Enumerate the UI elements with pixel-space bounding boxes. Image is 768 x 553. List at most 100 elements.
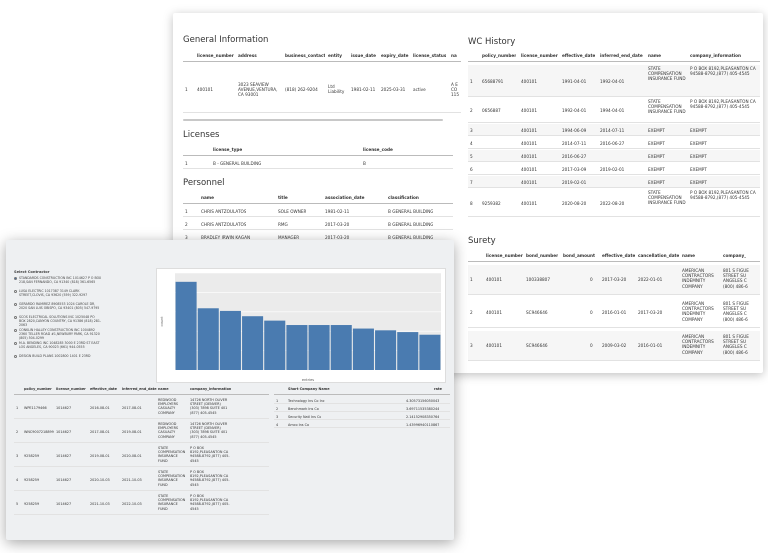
row-index: 4 bbox=[276, 422, 279, 427]
bar[interactable] bbox=[197, 308, 219, 370]
radio-button[interactable] bbox=[14, 276, 17, 280]
column-header[interactable]: bond_number bbox=[526, 253, 559, 258]
column-header[interactable]: effective_date bbox=[90, 387, 117, 391]
cell: EXEMPT bbox=[690, 179, 707, 185]
cell: 0 bbox=[590, 343, 593, 348]
bar[interactable] bbox=[375, 330, 397, 370]
radio-button[interactable] bbox=[14, 302, 17, 306]
table-row[interactable]: 2 Benchmark Ins Co 3.69711535380244 bbox=[274, 405, 450, 412]
cell: 9258259 bbox=[24, 502, 40, 506]
table-row[interactable]: 1 Technology Ins Co Inc 4.30573156050043 bbox=[274, 397, 450, 404]
column-header[interactable]: inferred_end_date bbox=[122, 387, 157, 391]
contractor-option-label: DESIGN BUILD PLANS 1002800 1401 E 23RD bbox=[19, 354, 91, 358]
table-row[interactable]: 1 B - GENERAL BUILDING B bbox=[183, 159, 453, 169]
table-row[interactable]: 2 WNC9007218899 1014627 2017-08-01 2019-08-0… bbox=[14, 421, 269, 443]
column-header[interactable]: issue_date bbox=[351, 53, 377, 58]
column-header[interactable]: license_type bbox=[213, 147, 243, 152]
column-header[interactable]: policy_number bbox=[482, 53, 517, 58]
cell: AMERICAN CONTRACTORS INDEMNITY COMPANY bbox=[682, 334, 714, 355]
cell: 1991-04-01 bbox=[562, 78, 587, 84]
column-header[interactable]: bond_amount bbox=[563, 253, 595, 258]
column-header[interactable]: effective_date bbox=[602, 253, 636, 258]
bar[interactable] bbox=[419, 334, 441, 370]
column-header[interactable]: company_information bbox=[190, 387, 232, 391]
radio-button[interactable] bbox=[14, 289, 17, 293]
column-header[interactable]: name bbox=[648, 53, 662, 58]
column-header[interactable]: license_code bbox=[363, 147, 393, 152]
bar[interactable] bbox=[219, 310, 241, 370]
column-header[interactable]: company_ bbox=[723, 253, 747, 258]
cell: P O BOX 8192,PLEASANTON CA 94588-8792,(8… bbox=[690, 66, 756, 77]
column-header[interactable]: classification bbox=[388, 195, 419, 200]
column-header[interactable]: business_contact bbox=[285, 53, 326, 58]
cell: 2017-03-20 bbox=[325, 222, 350, 227]
column-header[interactable]: name bbox=[682, 253, 696, 258]
table-row[interactable]: 4 Amco Ins Co 1.43996940110867 bbox=[274, 421, 450, 428]
table-row[interactable]: 2 CHRIS ANTZOULATOS RMG 2017-03-20 B GEN… bbox=[183, 220, 453, 230]
radio-button[interactable] bbox=[14, 315, 17, 319]
column-header[interactable]: effective_date bbox=[562, 53, 596, 58]
table-row[interactable]: 1 400101 3023 SEAVIEW AVENUE,VENTURA, CA… bbox=[183, 73, 461, 113]
radio-button[interactable] bbox=[14, 341, 17, 345]
row-index: 5 bbox=[470, 153, 473, 159]
bar[interactable] bbox=[330, 325, 352, 370]
column-header[interactable]: title bbox=[278, 195, 288, 200]
table-row[interactable]: 7 400101 2019-02-01 EXEMPT EXEMPT bbox=[468, 176, 760, 188]
cell: EXEMPT bbox=[690, 127, 707, 133]
column-header[interactable]: company_information bbox=[690, 53, 742, 58]
radio-button[interactable] bbox=[14, 354, 17, 358]
cell: WNC9007218899 bbox=[24, 430, 54, 434]
column-header[interactable]: name bbox=[158, 387, 169, 391]
table-row[interactable]: 6 400101 2017-03-09 2019-02-01 EXEMPT EXEMPT bbox=[468, 163, 760, 175]
bar[interactable] bbox=[308, 325, 330, 370]
column-header[interactable]: rate bbox=[434, 387, 442, 391]
table-row[interactable]: 2 400101 SC946646 0 2016-01-01 2017-03-20 AMER… bbox=[468, 298, 760, 328]
bar[interactable] bbox=[286, 325, 308, 370]
cell: 2017-03-20 bbox=[638, 310, 663, 315]
table-row[interactable]: 1 65688791 400101 1991-04-01 1992-04-01 STATE… bbox=[468, 65, 760, 97]
radio-button[interactable] bbox=[14, 328, 17, 332]
table-row[interactable]: 3 Security Natl Ins Co 2.14152908350764 bbox=[274, 413, 450, 420]
cell: 400101 bbox=[521, 166, 537, 172]
table-row[interactable]: 2 0656887 400101 1992-04-01 1994-04-01 STATE … bbox=[468, 98, 760, 123]
column-header[interactable]: policy_number bbox=[24, 387, 52, 391]
table-row[interactable]: 4 400101 2014-07-11 2016-06-27 EXEMPT EXEMPT bbox=[468, 137, 760, 149]
table-row[interactable]: 1 WPE1179466 1014627 2016-08-01 2017-08-01 RE… bbox=[14, 397, 269, 419]
table-row[interactable]: 1 400101 100338807 0 2017-03-20 2022-01-01 AME… bbox=[468, 265, 760, 295]
table-row[interactable]: 3 9258259 1014627 2019-08-01 2020-08-01 STATE… bbox=[14, 445, 269, 467]
cell: SC946646 bbox=[526, 310, 548, 315]
cell: 2016-06-27 bbox=[562, 153, 587, 159]
table-row[interactable]: 5 400101 2016-06-27 EXEMPT EXEMPT bbox=[468, 150, 760, 162]
table-row[interactable]: 5 9258259 1014627 2021-10-03 2022-10-03 STATE… bbox=[14, 493, 269, 515]
cell: 400101 bbox=[521, 78, 537, 84]
column-header[interactable]: license_number bbox=[521, 53, 558, 58]
column-header[interactable]: name bbox=[201, 195, 215, 200]
column-header[interactable]: entity bbox=[328, 53, 342, 58]
bar[interactable] bbox=[175, 281, 197, 370]
column-header[interactable]: Short Company Name bbox=[288, 387, 330, 391]
cell: active bbox=[413, 87, 426, 92]
bar[interactable] bbox=[242, 316, 264, 370]
table-row[interactable]: 8 9259382 400101 2020-08-20 2022-08-20 STATE … bbox=[468, 189, 760, 217]
table-row[interactable]: 3 400101 SC946646 0 2009-03-02 2016-01-01 AMER… bbox=[468, 331, 760, 361]
cell: 801 S FIGUE STREET SU ANGELES C (800) 48… bbox=[723, 301, 749, 322]
column-header[interactable]: cancellation_date bbox=[638, 253, 680, 258]
cell: 1014627 bbox=[56, 454, 72, 458]
bar[interactable] bbox=[264, 320, 286, 370]
table-row[interactable]: 3 400101 1994-06-09 2014-07-11 EXEMPT EXEMPT bbox=[468, 124, 760, 136]
table-row[interactable]: 1 CHRIS ANTZOULATOS SOLE OWNER 1981-02-1… bbox=[183, 207, 453, 217]
column-header[interactable]: address bbox=[238, 53, 257, 58]
column-header[interactable]: inferred_end_date bbox=[600, 53, 643, 58]
column-header[interactable]: license_number bbox=[56, 387, 86, 391]
bar[interactable] bbox=[352, 328, 374, 370]
table-row[interactable]: 4 9258259 1014627 2020-10-03 2021-10-03 STATE… bbox=[14, 469, 269, 491]
column-header[interactable]: expiry_date bbox=[381, 53, 409, 58]
column-header[interactable]: association_date bbox=[325, 195, 365, 200]
horizontal-scrollbar[interactable] bbox=[183, 119, 443, 121]
column-header[interactable]: na bbox=[451, 53, 457, 58]
column-header[interactable]: license_number bbox=[197, 53, 234, 58]
bar[interactable] bbox=[397, 332, 419, 370]
column-header[interactable]: license_status bbox=[413, 53, 447, 58]
cell: STATE COMPENSATION INSURANCE FUND bbox=[648, 190, 686, 206]
column-header[interactable]: license_number bbox=[486, 253, 523, 258]
